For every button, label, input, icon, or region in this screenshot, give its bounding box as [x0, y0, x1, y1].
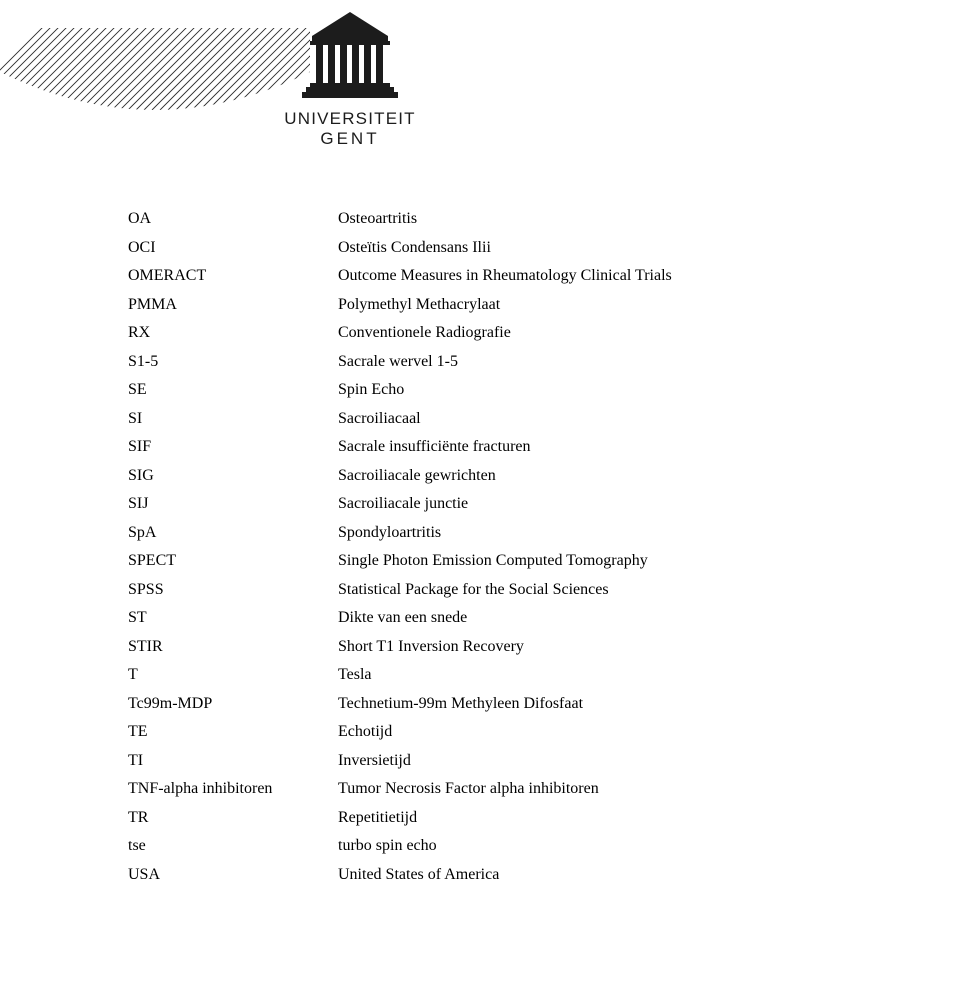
abbr-term: tse	[128, 837, 338, 855]
abbr-term: OMERACT	[128, 267, 338, 285]
abbr-row: TNF-alpha inhibitorenTumor Necrosis Fact…	[128, 780, 848, 798]
abbr-definition: United States of America	[338, 866, 848, 884]
abbr-term: S1-5	[128, 353, 338, 371]
page-header: UNIVERSITEIT GENT	[0, 0, 960, 190]
logo-building-icon	[302, 10, 398, 105]
abbr-definition: Sacrale insufficiënte fracturen	[338, 438, 848, 456]
abbr-definition: turbo spin echo	[338, 837, 848, 855]
abbr-definition: Sacroiliacale gewrichten	[338, 467, 848, 485]
abbr-term: SIJ	[128, 495, 338, 513]
abbr-term: SE	[128, 381, 338, 399]
abbr-row: tseturbo spin echo	[128, 837, 848, 855]
abbr-row: RXConventionele Radiografie	[128, 324, 848, 342]
abbr-row: SpASpondyloartritis	[128, 524, 848, 542]
abbr-definition: Sacroiliacaal	[338, 410, 848, 428]
abbr-definition: Tumor Necrosis Factor alpha inhibitoren	[338, 780, 848, 798]
abbr-row: STIRShort T1 Inversion Recovery	[128, 638, 848, 656]
abbr-row: Tc99m-MDPTechnetium-99m Methyleen Difosf…	[128, 695, 848, 713]
abbr-term: USA	[128, 866, 338, 884]
abbr-definition: Sacroiliacale junctie	[338, 495, 848, 513]
abbr-row: OAOsteoartritis	[128, 210, 848, 228]
abbr-term: SPSS	[128, 581, 338, 599]
abbr-row: OCIOsteïtis Condensans Ilii	[128, 239, 848, 257]
abbr-definition: Technetium-99m Methyleen Difosfaat	[338, 695, 848, 713]
abbr-definition: Short T1 Inversion Recovery	[338, 638, 848, 656]
abbr-row: S1-5Sacrale wervel 1-5	[128, 353, 848, 371]
abbr-term: SIG	[128, 467, 338, 485]
abbr-row: STDikte van een snede	[128, 609, 848, 627]
abbreviation-list: OAOsteoartritisOCIOsteïtis Condensans Il…	[128, 210, 848, 894]
abbr-definition: Echotijd	[338, 723, 848, 741]
logo-text-line2: GENT	[280, 129, 420, 149]
university-logo: UNIVERSITEIT GENT	[280, 10, 420, 149]
abbr-row: SPSSStatistical Package for the Social S…	[128, 581, 848, 599]
abbr-row: TEEchotijd	[128, 723, 848, 741]
abbr-definition: Osteïtis Condensans Ilii	[338, 239, 848, 257]
abbr-term: T	[128, 666, 338, 684]
abbr-definition: Sacrale wervel 1-5	[338, 353, 848, 371]
abbr-row: SESpin Echo	[128, 381, 848, 399]
abbr-row: SPECTSingle Photon Emission Computed Tom…	[128, 552, 848, 570]
abbr-row: SIGSacroiliacale gewrichten	[128, 467, 848, 485]
abbr-definition: Repetitietijd	[338, 809, 848, 827]
abbr-definition: Single Photon Emission Computed Tomograp…	[338, 552, 848, 570]
abbr-term: TE	[128, 723, 338, 741]
header-hatching-graphic	[0, 28, 310, 110]
abbr-definition: Tesla	[338, 666, 848, 684]
logo-text-line1: UNIVERSITEIT	[280, 109, 420, 129]
abbr-term: STIR	[128, 638, 338, 656]
abbr-term: TNF-alpha inhibitoren	[128, 780, 338, 798]
abbr-definition: Outcome Measures in Rheumatology Clinica…	[338, 267, 848, 285]
abbr-definition: Spin Echo	[338, 381, 848, 399]
abbr-term: SpA	[128, 524, 338, 542]
abbr-row: SIJSacroiliacale junctie	[128, 495, 848, 513]
abbr-row: SIFSacrale insufficiënte fracturen	[128, 438, 848, 456]
abbr-term: SI	[128, 410, 338, 428]
abbr-row: PMMAPolymethyl Methacrylaat	[128, 296, 848, 314]
abbr-term: RX	[128, 324, 338, 342]
abbr-term: Tc99m-MDP	[128, 695, 338, 713]
abbr-definition: Inversietijd	[338, 752, 848, 770]
logo-wordmark: UNIVERSITEIT GENT	[280, 109, 420, 149]
abbr-term: SPECT	[128, 552, 338, 570]
abbr-term: TI	[128, 752, 338, 770]
abbr-definition: Statistical Package for the Social Scien…	[338, 581, 848, 599]
abbr-term: OA	[128, 210, 338, 228]
abbr-definition: Spondyloartritis	[338, 524, 848, 542]
abbr-row: OMERACTOutcome Measures in Rheumatology …	[128, 267, 848, 285]
abbr-term: SIF	[128, 438, 338, 456]
abbr-row: USAUnited States of America	[128, 866, 848, 884]
abbr-row: SISacroiliacaal	[128, 410, 848, 428]
abbr-definition: Dikte van een snede	[338, 609, 848, 627]
abbr-definition: Osteoartritis	[338, 210, 848, 228]
abbr-term: PMMA	[128, 296, 338, 314]
abbr-term: TR	[128, 809, 338, 827]
abbr-term: ST	[128, 609, 338, 627]
abbr-row: TIInversietijd	[128, 752, 848, 770]
abbr-term: OCI	[128, 239, 338, 257]
abbr-definition: Polymethyl Methacrylaat	[338, 296, 848, 314]
abbr-definition: Conventionele Radiografie	[338, 324, 848, 342]
abbr-row: TRRepetitietijd	[128, 809, 848, 827]
abbr-row: TTesla	[128, 666, 848, 684]
